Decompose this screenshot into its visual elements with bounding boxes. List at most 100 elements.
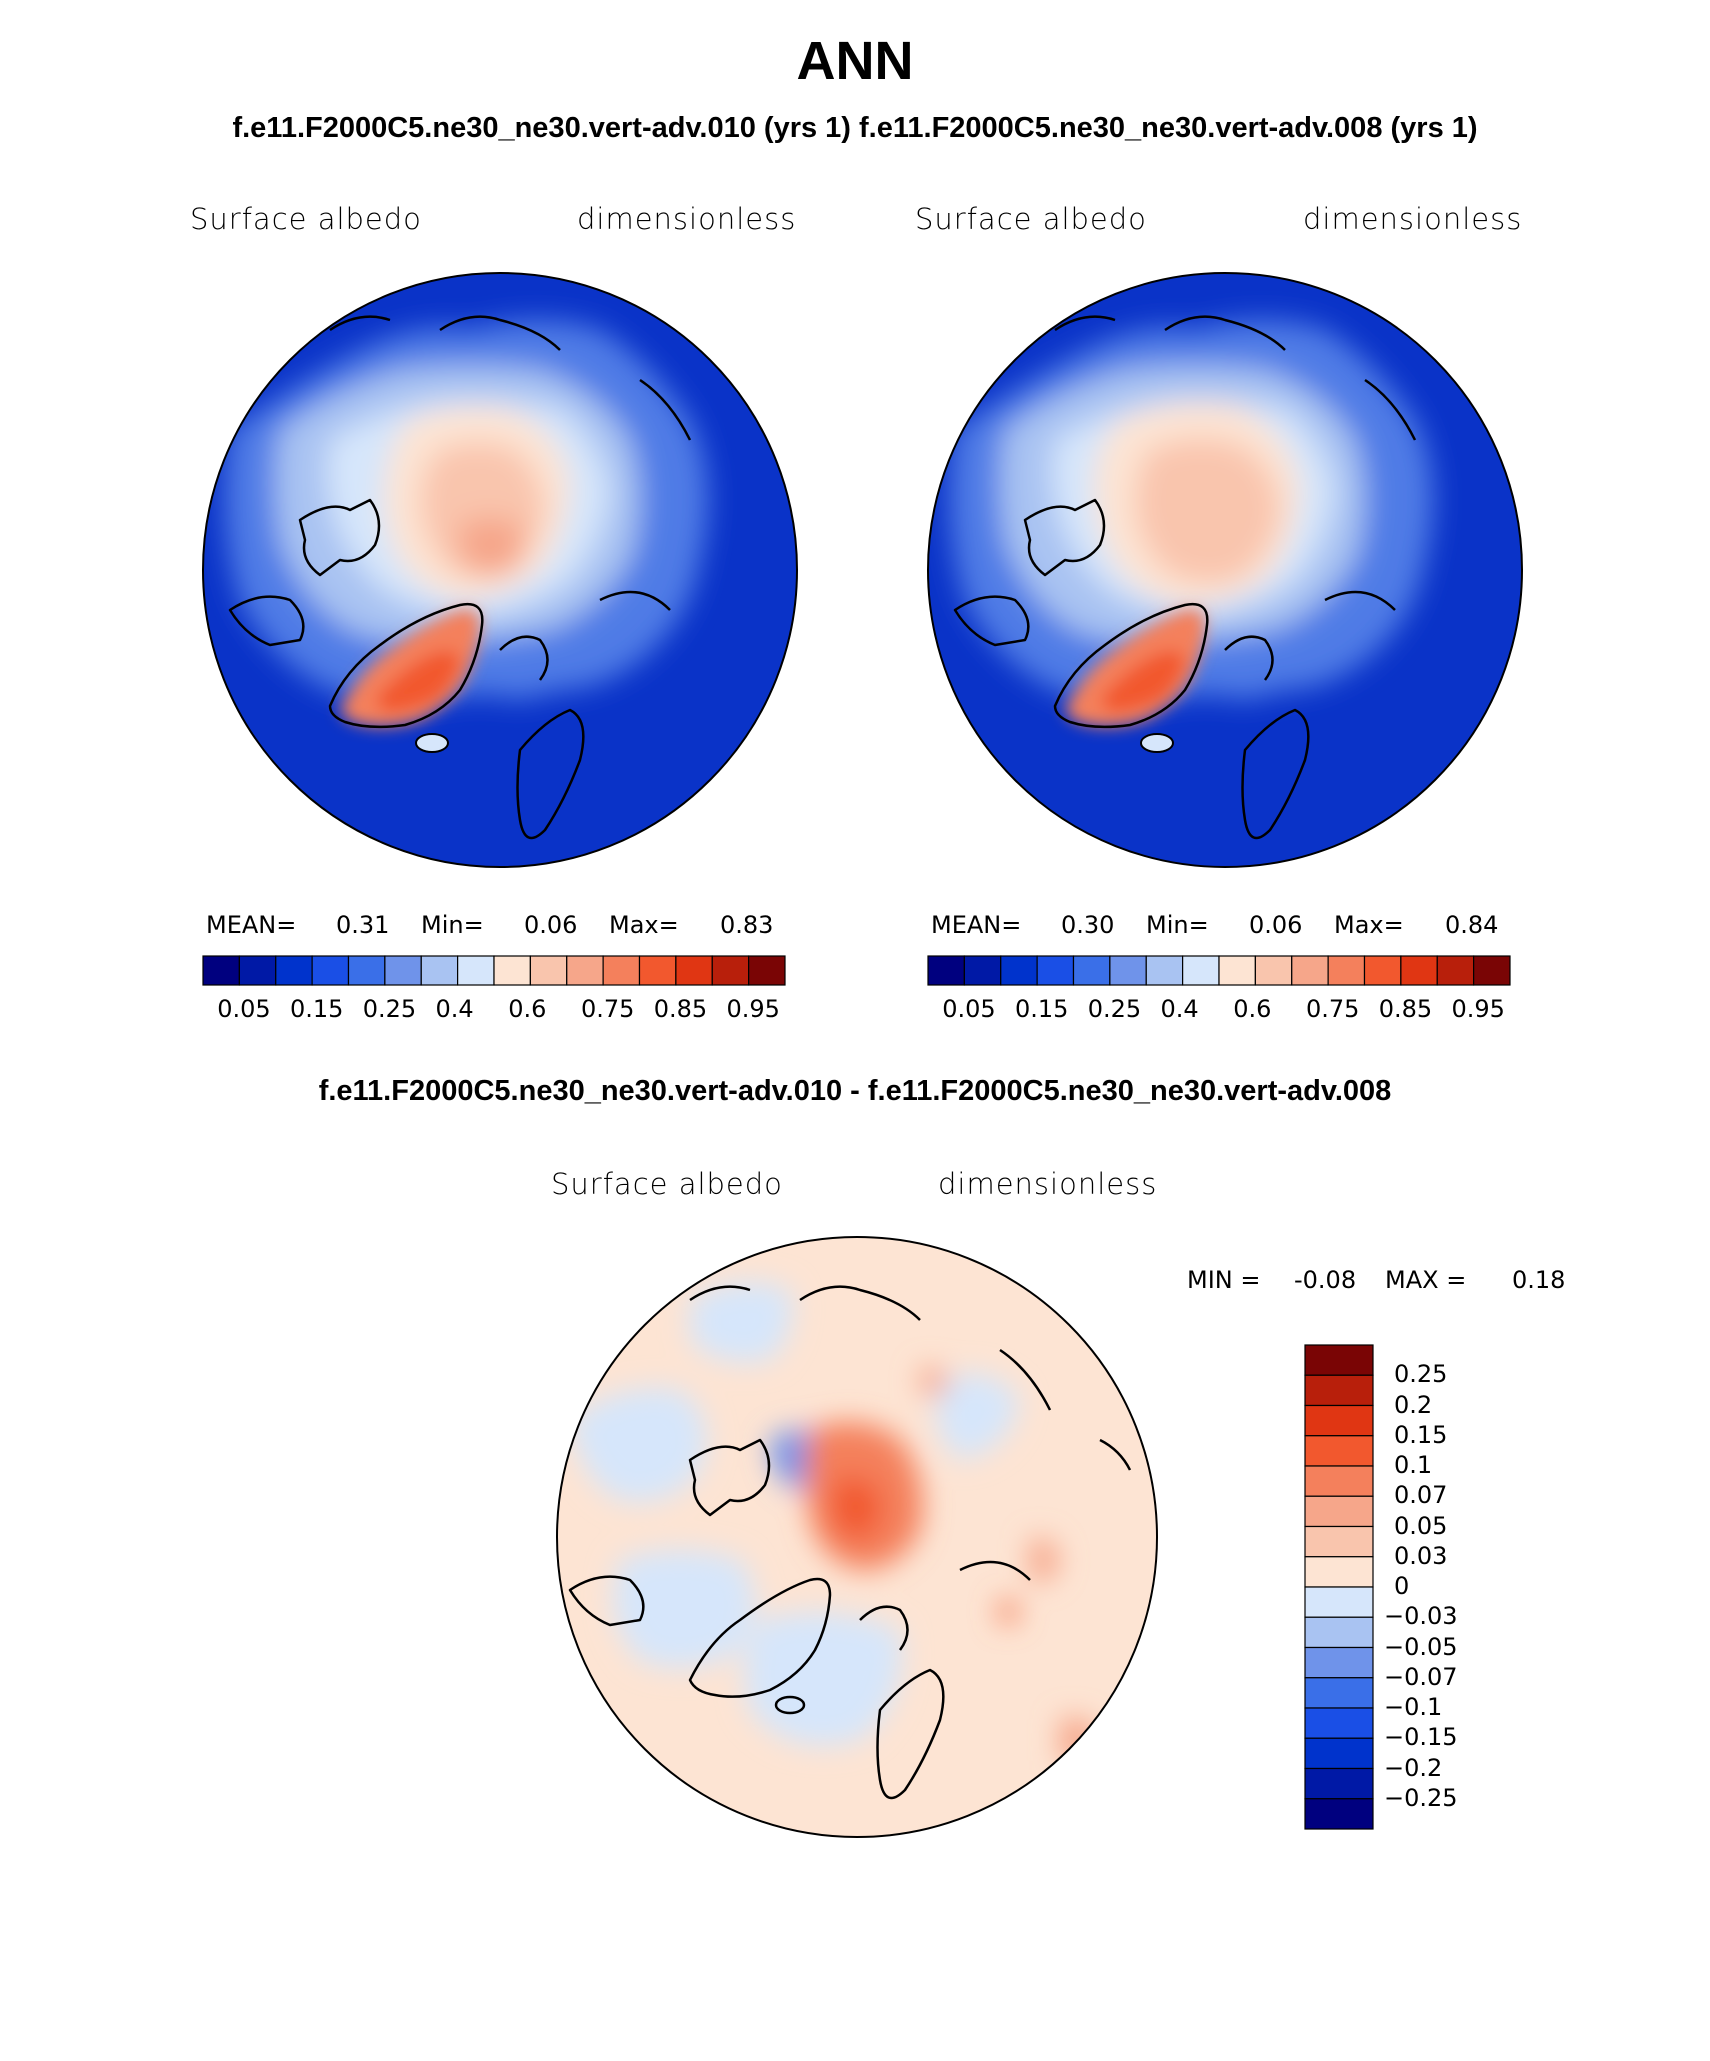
difference-max-value: 0.18 — [1512, 1266, 1566, 1294]
panel-2-colorbar-tick-label: 0.25 — [1087, 995, 1142, 1023]
panel-2-colorbar — [927, 955, 1511, 986]
panel-1-mean-label: MEAN= — [206, 911, 297, 939]
panel-1-colorbar-swatch — [675, 955, 713, 986]
panel-2-colorbar-swatch — [963, 955, 1002, 986]
panel-1-colorbar — [202, 955, 786, 986]
panel-1-max-label: Max= — [609, 911, 679, 939]
panel-2-max-label: Max= — [1334, 911, 1404, 939]
difference-colorbar-swatch — [1304, 1586, 1374, 1618]
difference-colorbar-tick-label: 0.25 — [1394, 1360, 1448, 1389]
difference-colorbar-swatch — [1304, 1767, 1374, 1800]
panel-1-min-label: Min= — [421, 911, 484, 939]
difference-colorbar-tick-label: −0.05 — [1384, 1632, 1458, 1661]
panel-2-colorbar-swatch — [927, 955, 965, 986]
panel-1-colorbar-swatch — [275, 955, 313, 986]
difference-colorbar-tick-label: −0.25 — [1384, 1783, 1458, 1812]
difference-colorbar-swatch — [1304, 1404, 1374, 1437]
panel-1-colorbar-tick-label: 0.95 — [726, 995, 780, 1023]
panel-2-colorbar-tick-label: 0.75 — [1305, 995, 1360, 1023]
panel-2-colorbar-swatch — [1327, 955, 1366, 986]
panel-2-colorbar-swatch — [1473, 955, 1511, 986]
panel-1-colorbar-swatch — [384, 955, 422, 986]
panel-1-variable: Surface albedo — [190, 202, 422, 236]
panel-1-min-value: 0.06 — [524, 911, 578, 939]
panel-2-colorbar-swatch — [1182, 955, 1220, 986]
difference-colorbar-tick-label: −0.07 — [1384, 1662, 1458, 1691]
panel-2-units: dimensionless — [1303, 202, 1523, 236]
panel-2-colorbar-swatch — [1291, 955, 1329, 986]
difference-colorbar-swatch — [1304, 1707, 1374, 1739]
panel-2-colorbar-tick-label: 0.95 — [1451, 995, 1505, 1023]
panel-1-colorbar-swatch — [566, 955, 604, 986]
panel-2-mean-value: 0.30 — [1061, 911, 1115, 939]
panel-1-colorbar-tick-label: 0.15 — [289, 995, 344, 1023]
case-subtitle: f.e11.F2000C5.ne30_ne30.vert-adv.010 (yr… — [232, 112, 1478, 144]
panel-2-colorbar-swatch — [1218, 955, 1256, 986]
panel-1-colorbar-tick-label: 0.75 — [580, 995, 635, 1023]
difference-colorbar-tick-label: 0 — [1394, 1572, 1410, 1600]
difference-colorbar-swatch — [1304, 1495, 1374, 1528]
difference-colorbar-swatch — [1304, 1798, 1374, 1830]
panel-2-colorbar-swatch — [1254, 955, 1293, 986]
panel-1-mean-value: 0.31 — [336, 911, 390, 939]
panel-1-units: dimensionless — [577, 202, 797, 236]
panel-1-colorbar-swatch — [457, 955, 495, 986]
panel-2-colorbar-tick-label: 0.15 — [1014, 995, 1069, 1023]
panel-1-colorbar-swatch — [202, 955, 240, 986]
difference-colorbar-tick-label: −0.15 — [1384, 1723, 1458, 1752]
panel-1-colorbar-tick-label: 0.85 — [653, 995, 708, 1023]
panel-2-map — [927, 272, 1523, 868]
panel-2-colorbar-tick-label: 0.6 — [1233, 995, 1272, 1023]
difference-map — [556, 1236, 1158, 1838]
panel-2-variable: Surface albedo — [915, 202, 1147, 236]
panel-1-colorbar-swatch — [493, 955, 531, 986]
difference-colorbar-tick-label: 0.15 — [1394, 1420, 1448, 1449]
difference-colorbar-swatch — [1304, 1465, 1374, 1497]
panel-2-colorbar-swatch — [1000, 955, 1038, 986]
panel-1-colorbar-swatch — [602, 955, 641, 986]
panel-1-colorbar-swatch — [748, 955, 786, 986]
difference-min-label: MIN = — [1187, 1266, 1261, 1294]
difference-title: f.e11.F2000C5.ne30_ne30.vert-adv.010 - f… — [318, 1075, 1392, 1107]
panel-1-colorbar-swatch — [420, 955, 459, 986]
difference-colorbar — [1304, 1344, 1374, 1830]
difference-colorbar-swatch — [1304, 1737, 1374, 1770]
difference-colorbar-swatch — [1304, 1435, 1374, 1467]
difference-colorbar-swatch — [1304, 1616, 1374, 1649]
difference-colorbar-swatch — [1304, 1525, 1374, 1558]
panel-2-colorbar-tick-label: 0.85 — [1378, 995, 1433, 1023]
difference-colorbar-tick-label: 0.1 — [1394, 1451, 1433, 1479]
panel-2-min-label: Min= — [1146, 911, 1209, 939]
panel-2-colorbar-swatch — [1363, 955, 1402, 986]
panel-2-colorbar-swatch — [1145, 955, 1184, 986]
panel-1-colorbar-swatch — [638, 955, 677, 986]
difference-colorbar-tick-label: 0.05 — [1394, 1511, 1448, 1540]
difference-max-label: MAX = — [1385, 1266, 1467, 1294]
panel-1-colorbar-swatch — [238, 955, 277, 986]
panel-2-colorbar-tick-label: 0.4 — [1160, 995, 1199, 1023]
panel-1-colorbar-tick-label: 0.4 — [435, 995, 474, 1023]
difference-colorbar-tick-label: 0.07 — [1394, 1481, 1448, 1510]
difference-min-value: -0.08 — [1294, 1266, 1357, 1294]
panel-2-min-value: 0.06 — [1249, 911, 1303, 939]
panel-1-colorbar-tick-label: 0.05 — [217, 995, 271, 1023]
panel-1-colorbar-tick-label: 0.6 — [508, 995, 547, 1023]
panel-1-map — [202, 272, 798, 868]
difference-colorbar-swatch — [1304, 1646, 1374, 1679]
panel-1-colorbar-swatch — [347, 955, 386, 986]
difference-colorbar-tick-label: 0.03 — [1394, 1541, 1448, 1570]
panel-1-colorbar-swatch — [529, 955, 568, 986]
panel-2-colorbar-swatch — [1036, 955, 1075, 986]
difference-colorbar-tick-label: −0.03 — [1384, 1602, 1458, 1631]
panel-2-colorbar-swatch — [1436, 955, 1475, 986]
difference-colorbar-swatch — [1304, 1344, 1374, 1376]
difference-units: dimensionless — [938, 1167, 1158, 1201]
panel-2-max-value: 0.84 — [1445, 911, 1499, 939]
page-title: ANN — [796, 31, 914, 91]
difference-colorbar-tick-label: −0.2 — [1384, 1753, 1443, 1782]
panel-2-colorbar-swatch — [1109, 955, 1147, 986]
panel-2-colorbar-swatch — [1072, 955, 1111, 986]
difference-colorbar-swatch — [1304, 1677, 1374, 1709]
panel-1-max-value: 0.83 — [720, 911, 774, 939]
